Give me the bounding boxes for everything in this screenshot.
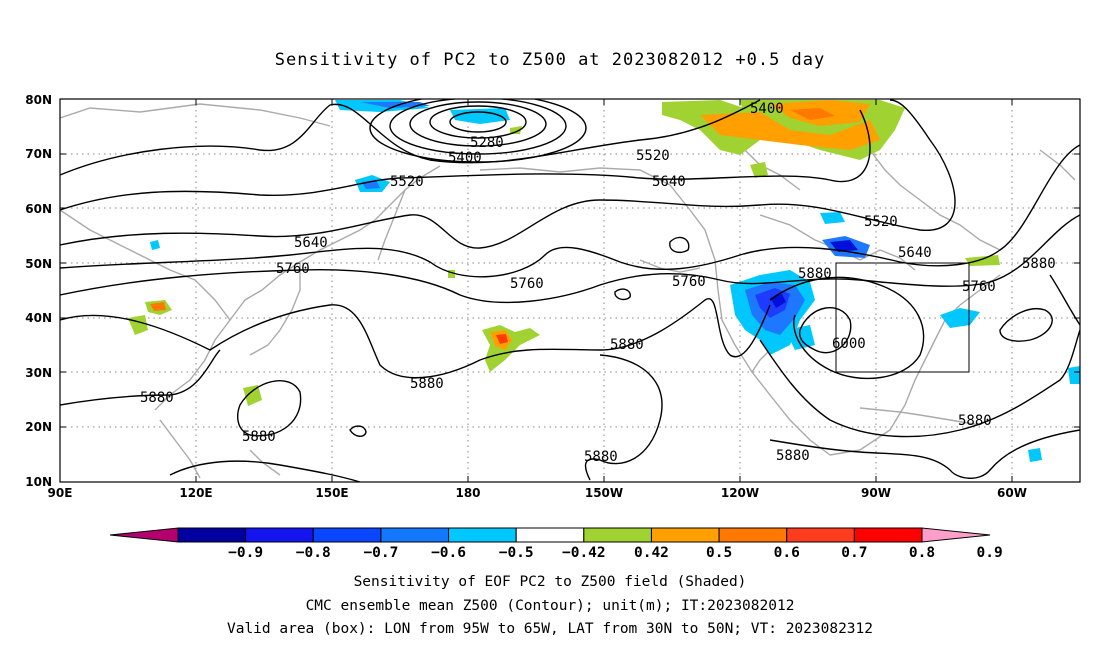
lon-label: 180 bbox=[455, 486, 480, 500]
contour-label: 5640 bbox=[294, 235, 328, 251]
colorbar-arrow-right bbox=[921, 527, 991, 543]
contour-label: 5880 bbox=[798, 266, 832, 282]
footer-line-1: Sensitivity of EOF PC2 to Z500 field (Sh… bbox=[353, 574, 747, 590]
colorbar-label: 0.7 bbox=[841, 545, 867, 561]
lat-label: 40N bbox=[25, 311, 52, 325]
lon-label: 120E bbox=[179, 486, 212, 500]
lon-label: 90W bbox=[861, 486, 891, 500]
footer-line-3: Valid area (box): LON from 95W to 65W, L… bbox=[226, 621, 873, 637]
contour-label: 5760 bbox=[962, 279, 996, 295]
footer-line-2: CMC ensemble mean Z500 (Contour); unit(m… bbox=[305, 598, 795, 614]
lat-label: 60N bbox=[25, 202, 52, 216]
colorbar-label: 0.5 bbox=[706, 545, 732, 561]
contour-label: 5880 bbox=[410, 376, 444, 392]
contour-label: 5760 bbox=[276, 261, 310, 277]
colorbar-cell bbox=[853, 527, 923, 543]
colorbar-cell bbox=[650, 527, 720, 543]
z500-contours bbox=[60, 99, 1080, 482]
tick-marks bbox=[60, 99, 1080, 482]
contour-labels: 5280 5400 5400 5520 5520 5520 5640 5640 … bbox=[140, 101, 1056, 465]
contour-label: 5400 bbox=[750, 101, 784, 117]
contour-label: 5880 bbox=[242, 429, 276, 445]
lat-label: 70N bbox=[25, 147, 52, 161]
coastlines bbox=[60, 103, 1076, 479]
contour-label: 5880 bbox=[776, 448, 810, 464]
colorbar-label: −0.6 bbox=[431, 545, 466, 561]
valid-area-box bbox=[835, 262, 970, 373]
contour-label: 5880 bbox=[1022, 256, 1056, 272]
longitude-labels: 90E 120E 150E 180 150W 120W 90W 60W bbox=[48, 486, 1027, 500]
colorbar-label: 0.9 bbox=[977, 545, 1003, 561]
contour-label: 5520 bbox=[390, 174, 424, 190]
colorbar-cell bbox=[245, 527, 314, 543]
colorbar-cell bbox=[312, 527, 382, 543]
colorbar-label: 0.42 bbox=[634, 545, 669, 561]
lat-label: 20N bbox=[25, 420, 52, 434]
lon-label: 150W bbox=[585, 486, 623, 500]
colorbar-cell bbox=[177, 527, 247, 543]
colorbar-labels: −0.9 −0.8 −0.7 −0.6 −0.5 −0.42 0.42 0.5 0.6 0.7 0.… bbox=[228, 545, 1003, 561]
lat-label: 30N bbox=[25, 366, 52, 380]
colorbar-label: −0.42 bbox=[562, 545, 606, 561]
contour-label: 5880 bbox=[140, 390, 174, 406]
colorbar-cell bbox=[786, 527, 855, 543]
colorbar-label: −0.7 bbox=[363, 545, 398, 561]
contour-label: 5640 bbox=[652, 174, 686, 190]
colorbar-label: −0.9 bbox=[228, 545, 263, 561]
lon-label: 60W bbox=[997, 486, 1027, 500]
colorbar-label: −0.8 bbox=[296, 545, 331, 561]
colorbar-label: −0.5 bbox=[499, 545, 534, 561]
colorbar-cells bbox=[109, 527, 991, 543]
contour-label: 5520 bbox=[864, 214, 898, 230]
lat-label: 50N bbox=[25, 257, 52, 271]
contour-label: 5880 bbox=[610, 337, 644, 353]
contour-label: 5760 bbox=[672, 274, 706, 290]
contour-label: 5400 bbox=[448, 150, 482, 166]
contour-label: 5880 bbox=[584, 449, 618, 465]
map-frame bbox=[59, 98, 1081, 483]
colorbar-cell bbox=[448, 527, 517, 543]
contour-label: 5640 bbox=[898, 245, 932, 261]
lat-label: 80N bbox=[25, 93, 52, 107]
gridlines bbox=[60, 99, 1080, 482]
lat-label: 10N bbox=[25, 475, 52, 489]
colorbar-label: 0.8 bbox=[909, 545, 935, 561]
contour-label: 5280 bbox=[470, 135, 504, 151]
contour-label: 6000 bbox=[832, 336, 866, 352]
figure-title: Sensitivity of PC2 to Z500 at 2023082012… bbox=[274, 50, 826, 70]
colorbar-label: 0.6 bbox=[774, 545, 800, 561]
contour-label: 5880 bbox=[958, 413, 992, 429]
colorbar-cell bbox=[718, 527, 788, 543]
colorbar-cell bbox=[515, 527, 585, 543]
latitude-labels: 80N 70N 60N 50N 40N 30N 20N 10N bbox=[25, 93, 52, 489]
lon-label: 120W bbox=[721, 486, 759, 500]
lon-label: 150E bbox=[315, 486, 348, 500]
lon-label: 90E bbox=[48, 486, 73, 500]
colorbar-cell bbox=[380, 527, 450, 543]
colorbar-cell bbox=[583, 527, 652, 543]
contour-label: 5760 bbox=[510, 276, 544, 292]
contour-label: 5520 bbox=[636, 148, 670, 164]
colorbar-arrow-left bbox=[109, 527, 179, 543]
